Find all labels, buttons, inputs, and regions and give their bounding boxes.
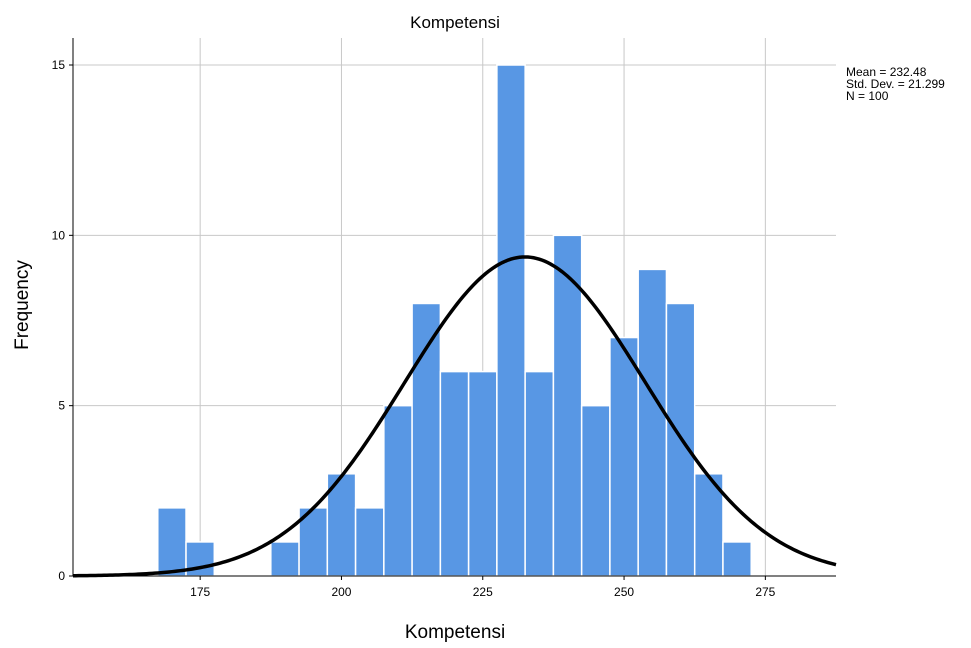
- y-tick-label-10: 10: [52, 228, 66, 242]
- histogram-bar-6: [383, 404, 413, 577]
- histogram-bar-0: [157, 507, 187, 577]
- histogram-bar-15: [637, 268, 668, 577]
- chart-title: Kompetensi: [410, 13, 500, 32]
- histogram-bar-11: [524, 370, 555, 577]
- summary-statistics: Mean = 232.48 Std. Dev. = 21.299 N = 100: [846, 66, 945, 102]
- n-stat: N = 100: [846, 89, 889, 103]
- y-tick-label-15: 15: [52, 58, 66, 72]
- y-tick-label-5: 5: [58, 399, 65, 413]
- axes: [69, 38, 836, 580]
- mean-stat: Mean = 232.48: [846, 65, 927, 79]
- y-tick-label-0: 0: [58, 569, 65, 583]
- x-tick-label-250: 250: [614, 585, 634, 599]
- histogram-bar-13: [580, 404, 611, 577]
- x-tick-label-175: 175: [190, 585, 210, 599]
- histogram-bar-2: [270, 541, 300, 577]
- x-tick-label-275: 275: [755, 585, 775, 599]
- histogram-bar-14: [609, 336, 639, 577]
- normal-curve: [72, 255, 837, 578]
- histogram-bar-18: [722, 541, 752, 577]
- x-axis-label: Kompetensi: [405, 622, 505, 643]
- histogram-bars: [157, 64, 752, 577]
- x-tick-label-200: 200: [331, 585, 351, 599]
- histogram-bar-7: [411, 302, 442, 577]
- histogram-bar-8: [439, 370, 470, 577]
- normal-curve-layer: [72, 255, 837, 578]
- histogram-bar-5: [354, 507, 385, 577]
- y-axis-label: Frequency: [12, 260, 33, 350]
- histogram-bar-9: [467, 370, 498, 577]
- histogram-bar-10: [496, 64, 526, 577]
- tick-labels: 175 200 225 250 275 0 5 10 15: [52, 58, 776, 599]
- std-dev-stat: Std. Dev. = 21.299: [846, 77, 945, 91]
- x-tick-label-225: 225: [473, 585, 493, 599]
